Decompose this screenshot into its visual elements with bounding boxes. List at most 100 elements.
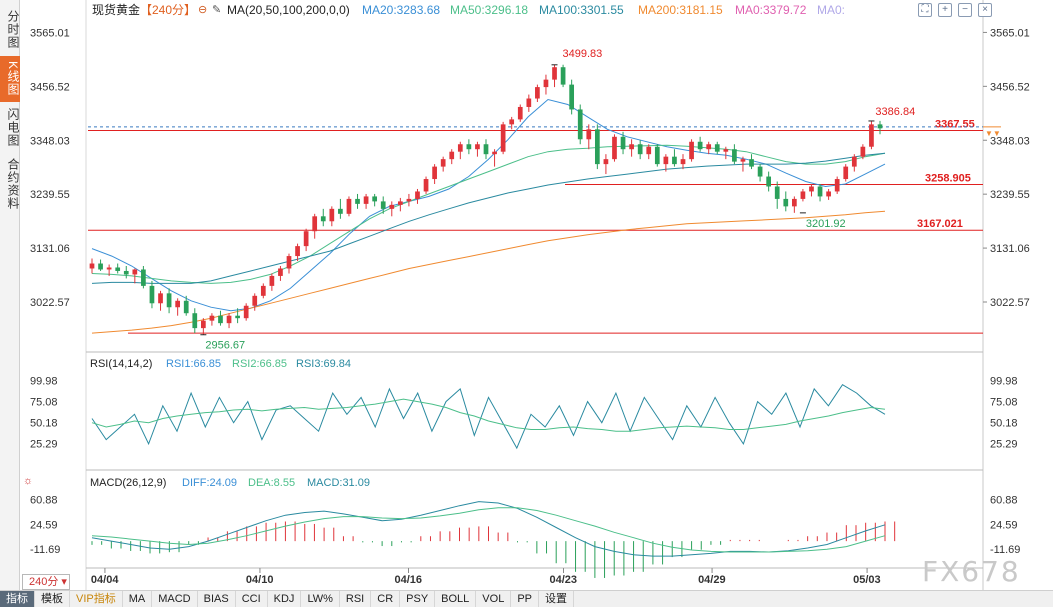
candle [269, 273, 275, 291]
macd-settings-icon[interactable]: ☼ [23, 475, 33, 487]
candle-body [166, 293, 172, 308]
indicator-tab-0[interactable]: 指标 [0, 590, 35, 607]
candle [492, 149, 497, 167]
candle-body [346, 198, 352, 214]
indicator-tab-12[interactable]: BOLL [435, 590, 477, 607]
candle [689, 139, 694, 162]
grid [85, 0, 984, 590]
price-tick-label-left: 3348.03 [30, 135, 70, 147]
candle [552, 64, 557, 88]
candle-body [175, 300, 181, 308]
candle [646, 144, 652, 160]
candle-body [329, 208, 335, 222]
candle [346, 196, 352, 217]
indicator-tab-7[interactable]: KDJ [268, 590, 302, 607]
candle-body [766, 176, 772, 187]
candle [380, 196, 386, 214]
indicator-tab-10[interactable]: CR [371, 590, 401, 607]
macd-tick-label-right: 60.88 [990, 495, 1018, 507]
price-tick-label-right: 3348.03 [990, 135, 1030, 147]
expand-icon[interactable]: ⛶ [918, 3, 932, 17]
pencil-icon[interactable]: ✎ [212, 4, 221, 16]
candle-body [415, 191, 420, 199]
tab-contract-info[interactable]: 合约资料 [6, 158, 20, 210]
ma100-value: MA100:3301.55 [539, 3, 624, 17]
candle-body [483, 144, 489, 155]
candle [106, 264, 112, 276]
candle-body [209, 315, 215, 321]
candle-body [774, 186, 780, 199]
candle [260, 283, 266, 299]
candle [860, 144, 866, 160]
indicator-tab-1[interactable]: 模板 [35, 590, 70, 607]
indicator-tab-15[interactable]: 设置 [539, 590, 574, 607]
candle [877, 120, 883, 135]
indicator-tab-2[interactable]: VIP指标 [70, 590, 123, 607]
candle-body [449, 151, 455, 160]
candle [295, 243, 300, 262]
period-selector[interactable]: 240分 ▾ [22, 574, 70, 590]
price-tick-label-left: 3131.06 [30, 243, 70, 255]
tab-time-share[interactable]: 分时图 [6, 9, 20, 49]
candle-body [869, 124, 874, 147]
ma0-value-b: MA0: [817, 3, 845, 17]
rsi-tick-label-right: 25.29 [990, 439, 1018, 451]
indicator-tab-4[interactable]: MACD [152, 590, 198, 607]
candle-body [783, 198, 789, 207]
indicator-tab-8[interactable]: LW% [301, 590, 340, 607]
candle [509, 116, 515, 130]
price-annotations: 3499.83 3386.84 3201.92 2956.67 [200, 48, 915, 352]
ma50-value: MA50:3296.18 [450, 3, 528, 17]
indicator-tab-14[interactable]: PP [511, 590, 539, 607]
indicator-tab-5[interactable]: BIAS [198, 590, 236, 607]
candle [89, 258, 95, 274]
price-tick-label-right: 3565.01 [990, 27, 1030, 39]
indicator-tab-6[interactable]: CCI [236, 590, 268, 607]
horizontal-lines: 3367.55 3258.905 3167.021 ▼▼ [88, 119, 1001, 334]
candle-body [809, 186, 814, 192]
rsi-line-fast [91, 384, 886, 450]
chart-canvas[interactable]: 3367.55 3258.905 3167.021 ▼▼ 3499.83 3386.84… [20, 0, 1053, 590]
tab-flash-chart[interactable]: 闪电图 [6, 107, 20, 147]
indicator-tab-3[interactable]: MA [123, 590, 153, 607]
macd-panel: 60.88 60.88 24.59 24.59 -11.69 -11.69 [30, 495, 1020, 578]
time-tick-label: 04/04 [91, 574, 119, 586]
time-tick-label: 04/10 [246, 574, 274, 586]
indicator-tab-9[interactable]: RSI [340, 590, 372, 607]
candle [115, 263, 121, 274]
candle-body [517, 106, 523, 120]
close-icon[interactable]: × [978, 3, 992, 17]
indicator-tab-11[interactable]: PSY [400, 590, 436, 607]
candle [543, 74, 549, 95]
candle-body [475, 144, 480, 150]
tab-kline[interactable]: K线图 [0, 56, 20, 102]
candle-body [226, 315, 232, 324]
candle-body [269, 275, 275, 286]
zoom-out-icon[interactable]: − [958, 3, 972, 17]
candle-body [663, 156, 669, 165]
indicator-tab-13[interactable]: VOL [476, 590, 512, 607]
candle-body [757, 166, 763, 177]
ma-label: MA(20,50,100,200,0,0) [227, 3, 350, 17]
candle [338, 198, 343, 219]
candle [869, 120, 874, 150]
time-tick-label: 04/29 [698, 574, 726, 586]
ma-settings-icon[interactable]: ⊖ [198, 4, 207, 16]
candle-body [697, 141, 703, 150]
candle [680, 154, 686, 170]
rsi-line-slow [91, 398, 886, 432]
candle [320, 208, 326, 227]
candle [809, 184, 814, 197]
last-price-arrow-icon: ▼▼ [985, 129, 1001, 138]
zoom-in-icon[interactable]: + [938, 3, 952, 17]
rsi-tick-label-left: 75.08 [30, 397, 58, 409]
candle [192, 308, 198, 334]
candle-body [320, 216, 326, 222]
candle-body [680, 159, 686, 165]
macd-tick-label-right: -11.69 [990, 544, 1020, 556]
rsi-tick-label-left: 25.29 [30, 439, 58, 451]
candle [766, 171, 772, 192]
price-tick-label-left: 3239.55 [30, 189, 70, 201]
candle-body [89, 263, 95, 269]
candle [252, 293, 258, 311]
